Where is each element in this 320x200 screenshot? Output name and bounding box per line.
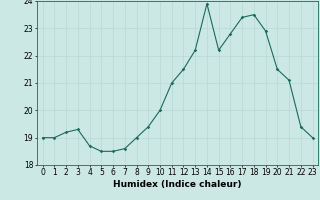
X-axis label: Humidex (Indice chaleur): Humidex (Indice chaleur): [113, 180, 242, 189]
